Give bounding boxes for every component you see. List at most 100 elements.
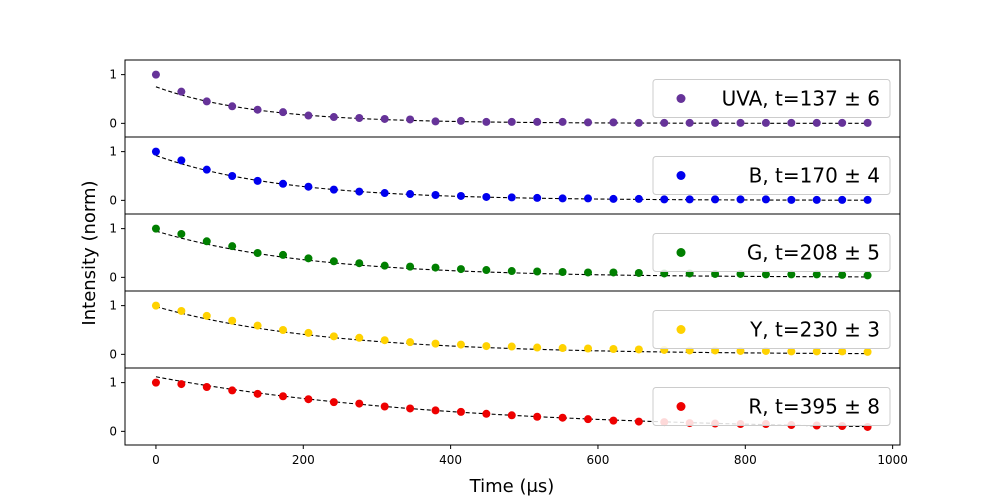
legend: B, t=170 ± 4 — [652, 156, 891, 195]
data-point — [609, 344, 618, 353]
legend-marker — [676, 248, 686, 257]
data-point — [304, 395, 313, 404]
data-point — [355, 399, 364, 408]
data-point — [380, 114, 389, 123]
data-point — [838, 270, 847, 279]
data-point — [736, 195, 745, 204]
data-point — [482, 409, 491, 418]
legend-marker — [676, 402, 686, 411]
y-tick-label: 1 — [109, 68, 117, 82]
y-tick-label: 1 — [109, 145, 117, 159]
legend-label: UVA, t=137 ± 6 — [722, 87, 880, 111]
data-point — [507, 117, 516, 126]
y-tick-label: 1 — [109, 376, 117, 390]
data-point — [609, 118, 618, 127]
data-point — [609, 194, 618, 203]
panel-3: 0 1 G, t=208 ± 5 — [109, 213, 901, 292]
data-point — [380, 189, 389, 198]
data-point — [584, 344, 593, 353]
data-point — [304, 182, 313, 191]
data-point — [431, 406, 440, 415]
data-point — [685, 195, 694, 204]
data-point — [279, 108, 288, 117]
data-point — [456, 116, 465, 125]
x-tick-label: 1000 — [877, 453, 908, 467]
data-point — [279, 179, 288, 188]
legend-marker — [676, 94, 686, 103]
legend: UVA, t=137 ± 6 — [652, 79, 891, 118]
data-point — [228, 242, 237, 251]
data-point — [787, 347, 796, 356]
legend-label: R, t=395 ± 8 — [748, 395, 880, 419]
data-point — [355, 187, 364, 196]
data-point — [431, 339, 440, 348]
y-tick-label: 0 — [109, 270, 117, 284]
data-point — [558, 267, 567, 276]
data-point — [761, 270, 770, 279]
data-point — [406, 115, 415, 124]
data-point — [482, 117, 491, 126]
data-point — [812, 347, 821, 356]
data-point — [151, 301, 160, 310]
data-point — [838, 118, 847, 127]
data-point — [584, 268, 593, 277]
data-point — [380, 336, 389, 345]
data-point — [380, 402, 389, 411]
legend-label: G, t=208 ± 5 — [747, 241, 880, 265]
data-point — [584, 194, 593, 203]
panel-4: 0 1 Y, t=230 ± 3 — [109, 290, 901, 369]
data-point — [151, 70, 160, 79]
x-tick-label: 200 — [292, 453, 315, 467]
y-tick-label: 0 — [109, 424, 117, 438]
legend-box — [652, 387, 891, 426]
data-point — [177, 306, 186, 315]
legend-marker — [676, 325, 686, 334]
data-point — [228, 386, 237, 395]
panel-2: 0 1 B, t=170 ± 4 — [109, 136, 901, 215]
legend: G, t=208 ± 5 — [652, 233, 891, 272]
data-point — [711, 118, 720, 127]
data-point — [863, 195, 872, 204]
data-point — [456, 407, 465, 416]
data-point — [660, 118, 669, 127]
data-point — [711, 195, 720, 204]
data-point — [482, 342, 491, 351]
panel-5: 0 1 R, t=395 ± 8 — [109, 367, 901, 446]
data-point — [177, 380, 186, 389]
data-point — [558, 413, 567, 422]
data-point — [838, 195, 847, 204]
data-point — [177, 229, 186, 238]
legend-marker — [676, 171, 686, 180]
y-tick-label: 1 — [109, 222, 117, 236]
data-point — [533, 117, 542, 126]
data-point — [202, 311, 211, 320]
data-point — [787, 195, 796, 204]
x-tick-label: 0 — [152, 453, 160, 467]
data-point — [863, 347, 872, 356]
legend-label: Y, t=230 ± 3 — [749, 318, 880, 342]
y-tick-label: 1 — [109, 299, 117, 313]
data-point — [177, 87, 186, 96]
y-tick-label: 0 — [109, 193, 117, 207]
data-point — [812, 195, 821, 204]
data-point — [228, 171, 237, 180]
data-point — [329, 113, 338, 122]
data-point — [736, 118, 745, 127]
data-point — [787, 270, 796, 279]
data-point — [279, 392, 288, 401]
data-point — [456, 340, 465, 349]
data-point — [228, 102, 237, 111]
data-point — [151, 224, 160, 233]
data-point — [304, 254, 313, 263]
data-point — [507, 411, 516, 420]
data-point — [685, 118, 694, 127]
data-point — [507, 342, 516, 351]
data-point — [634, 268, 643, 277]
data-point — [406, 338, 415, 347]
data-point — [533, 343, 542, 352]
data-point — [634, 194, 643, 203]
data-point — [533, 412, 542, 421]
data-point — [812, 270, 821, 279]
data-point — [329, 185, 338, 194]
legend: R, t=395 ± 8 — [652, 387, 891, 426]
